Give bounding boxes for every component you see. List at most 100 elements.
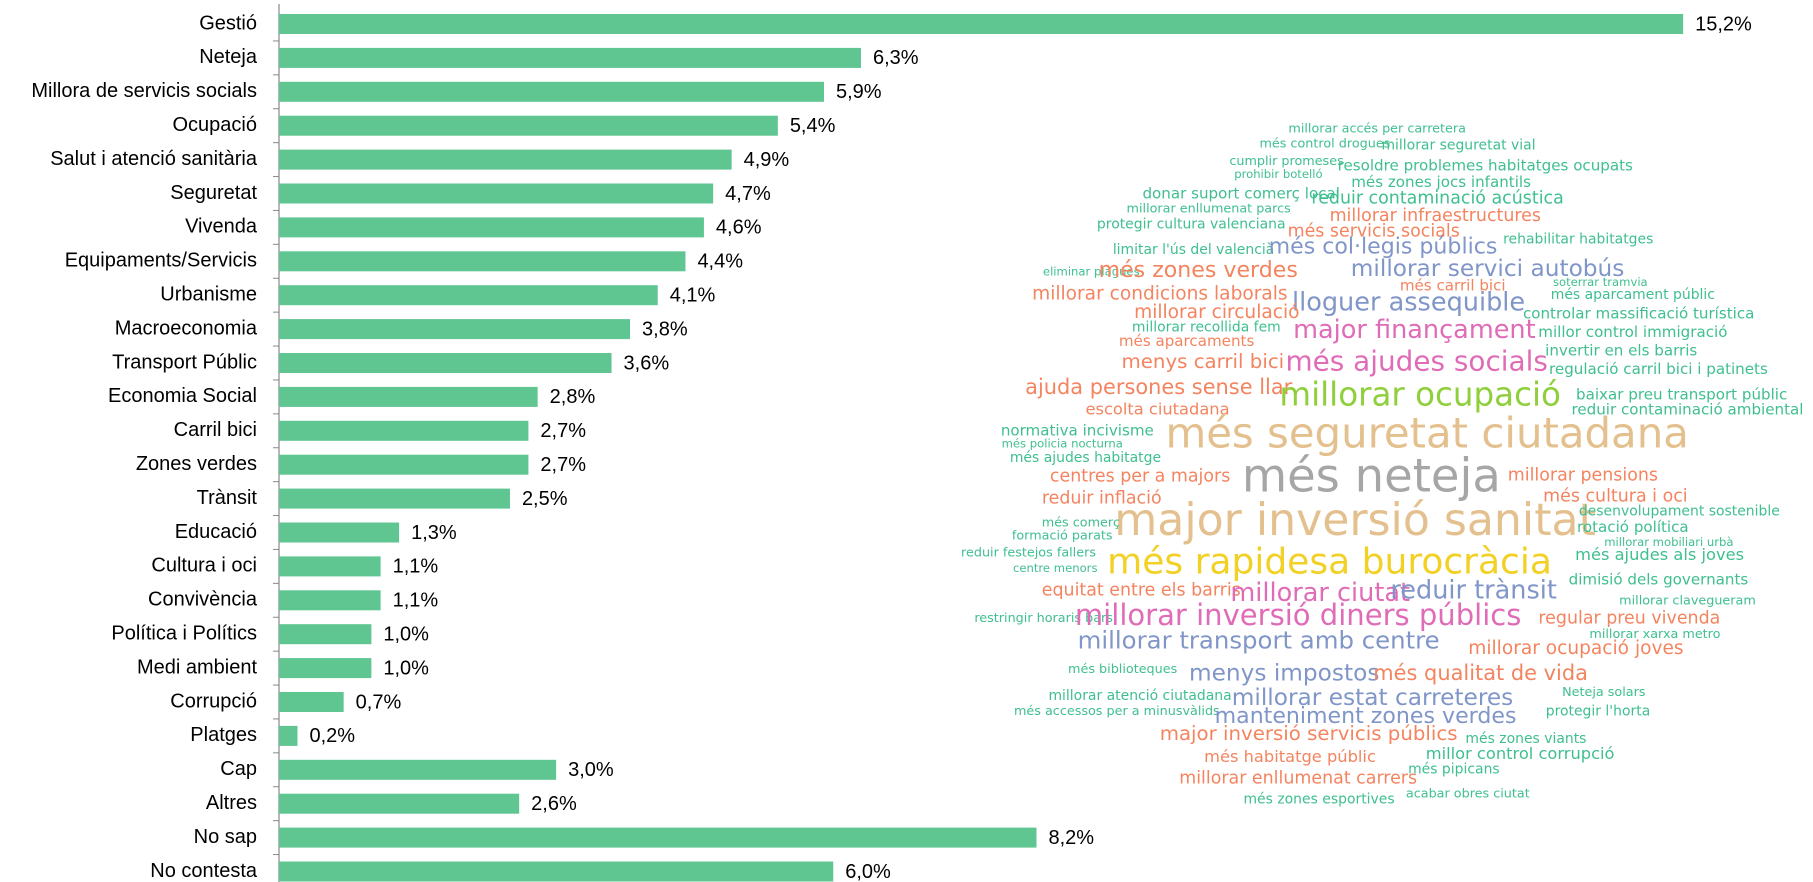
- value-label: 4,9%: [744, 149, 790, 171]
- cloud-word: equitat entre els barris: [1042, 580, 1241, 600]
- category-label: Gestió: [199, 12, 257, 34]
- value-label: 1,0%: [383, 657, 429, 679]
- cloud-word: ajuda persones sense llar: [1025, 375, 1292, 399]
- category-label: Vivenda: [185, 216, 258, 238]
- cloud-word: rehabilitar habitatges: [1503, 231, 1653, 247]
- bar: [279, 14, 1684, 34]
- value-label: 15,2%: [1695, 13, 1752, 35]
- category-label: Trànsit: [197, 487, 258, 509]
- value-label: 4,1%: [670, 284, 716, 306]
- cloud-word: més zones esportives: [1243, 792, 1394, 808]
- cloud-word: més rapidesa burocràcia: [1107, 542, 1552, 583]
- category-label: Ocupació: [173, 114, 258, 136]
- cloud-word: escolta ciutadana: [1085, 400, 1229, 419]
- cloud-word: més biblioteques: [1068, 662, 1178, 677]
- cloud-word: centre menors: [1013, 561, 1098, 575]
- cloud-word: més policia nocturna: [1002, 436, 1123, 450]
- value-label: 2,5%: [522, 488, 568, 510]
- cloud-word: manteniment zones verdes: [1215, 704, 1517, 729]
- category-label: Educació: [175, 521, 257, 543]
- cloud-word: formació parats: [1012, 528, 1113, 543]
- cloud-word: millorar transport amb centre: [1078, 626, 1440, 655]
- category-label: Millora de servicis socials: [31, 80, 257, 102]
- bar: [279, 692, 344, 712]
- cloud-word: més zones jocs infantils: [1351, 173, 1531, 191]
- value-label: 5,9%: [836, 81, 882, 103]
- cloud-word: centres per a majors: [1050, 466, 1230, 486]
- value-label: 4,4%: [697, 251, 743, 273]
- cloud-word: millorar pensions: [1508, 465, 1658, 485]
- cloud-word: controlar massificació turística: [1523, 304, 1754, 322]
- category-label: Platges: [190, 724, 257, 746]
- bar: [279, 522, 400, 543]
- bar: [279, 658, 372, 679]
- value-label: 8,2%: [1048, 827, 1094, 849]
- category-label: Zones verdes: [136, 453, 257, 475]
- cloud-word: més pipicans: [1408, 761, 1500, 777]
- cloud-word: millorar infraestructures: [1330, 206, 1541, 226]
- category-label: Cultura i oci: [151, 555, 257, 577]
- cloud-word: dimisió dels governants: [1569, 570, 1749, 588]
- cloud-word: millorar atenció ciutadana: [1048, 688, 1231, 704]
- cloud-word: soterrar tramvia: [1553, 275, 1648, 289]
- cloud-word: més aparcament públic: [1551, 287, 1715, 303]
- cloud-word: protegir cultura valenciana: [1097, 216, 1286, 232]
- bar-chart: Gestió 15,2% Neteja 6,3% Millora de servicis…: [31, 4, 1752, 882]
- cloud-word: millorar circulació: [1134, 302, 1299, 323]
- cloud-word: menys impostos: [1189, 660, 1379, 687]
- value-label: 1,0%: [383, 623, 429, 645]
- cloud-word: més servicis socials: [1288, 221, 1460, 241]
- value-label: 2,8%: [550, 386, 596, 408]
- bar: [279, 590, 381, 611]
- bar: [279, 217, 704, 238]
- value-label: 1,1%: [393, 556, 439, 578]
- category-label: Carril bici: [174, 419, 257, 441]
- cloud-word: rotació política: [1577, 518, 1689, 536]
- cloud-word: resoldre problemes habitatges ocupats: [1338, 157, 1633, 175]
- category-label: Macroeconomia: [115, 317, 258, 339]
- category-label: Política i Polítics: [111, 622, 257, 644]
- cloud-word: prohibir botelló: [1234, 167, 1322, 181]
- cloud-word: millorar ciutat: [1230, 578, 1410, 608]
- category-label: Salut i atenció sanitària: [50, 148, 258, 170]
- value-label: 0,2%: [309, 725, 355, 747]
- cloud-word: millorar enllumenat parcs: [1127, 202, 1292, 217]
- bar: [279, 725, 298, 746]
- cloud-word: més ajudes als joves: [1575, 545, 1744, 564]
- cloud-word: més cultura i oci: [1543, 486, 1687, 506]
- bar: [279, 47, 861, 68]
- bar: [279, 454, 529, 475]
- category-label: Urbanisme: [160, 283, 257, 305]
- cloud-word: més neteja: [1242, 448, 1501, 502]
- bar: [279, 285, 658, 306]
- category-label: Medi ambient: [137, 656, 258, 678]
- cloud-word: millorar xarxa metro: [1589, 627, 1720, 642]
- cloud-word: més control drogues: [1259, 137, 1390, 152]
- value-label: 4,7%: [725, 183, 771, 205]
- cloud-word: millorar ocupació: [1279, 375, 1561, 413]
- category-label: Convivència: [148, 589, 258, 611]
- cloud-word: millorar recollida fem: [1132, 320, 1281, 336]
- cloud-word: millorar clavegueram: [1619, 593, 1756, 608]
- value-label: 5,4%: [790, 115, 836, 137]
- cloud-word: millor control immigració: [1538, 323, 1727, 341]
- cloud-word: major inversió servicis públics: [1160, 722, 1458, 745]
- cloud-word: més comerç: [1042, 515, 1120, 530]
- cloud-word: Neteja solars: [1562, 685, 1646, 700]
- cloud-word: reduir festejos fallers: [961, 546, 1096, 561]
- bar: [279, 319, 631, 340]
- value-label: 6,0%: [845, 861, 891, 882]
- cloud-word: desenvolupament sostenible: [1579, 503, 1780, 519]
- bar: [279, 420, 529, 441]
- value-label: 3,8%: [642, 318, 688, 340]
- category-label: Economia Social: [108, 385, 257, 407]
- value-label: 1,1%: [393, 590, 439, 612]
- cloud-word: protegir l'horta: [1546, 703, 1651, 719]
- cloud-word: més zones viants: [1465, 731, 1586, 747]
- cloud-word: més habitatge públic: [1204, 747, 1376, 766]
- bar: [279, 624, 372, 645]
- cloud-word: acabar obres ciutat: [1406, 786, 1530, 801]
- bar: [279, 251, 686, 272]
- cloud-word: major finançament: [1293, 315, 1536, 345]
- value-label: 0,7%: [356, 691, 402, 713]
